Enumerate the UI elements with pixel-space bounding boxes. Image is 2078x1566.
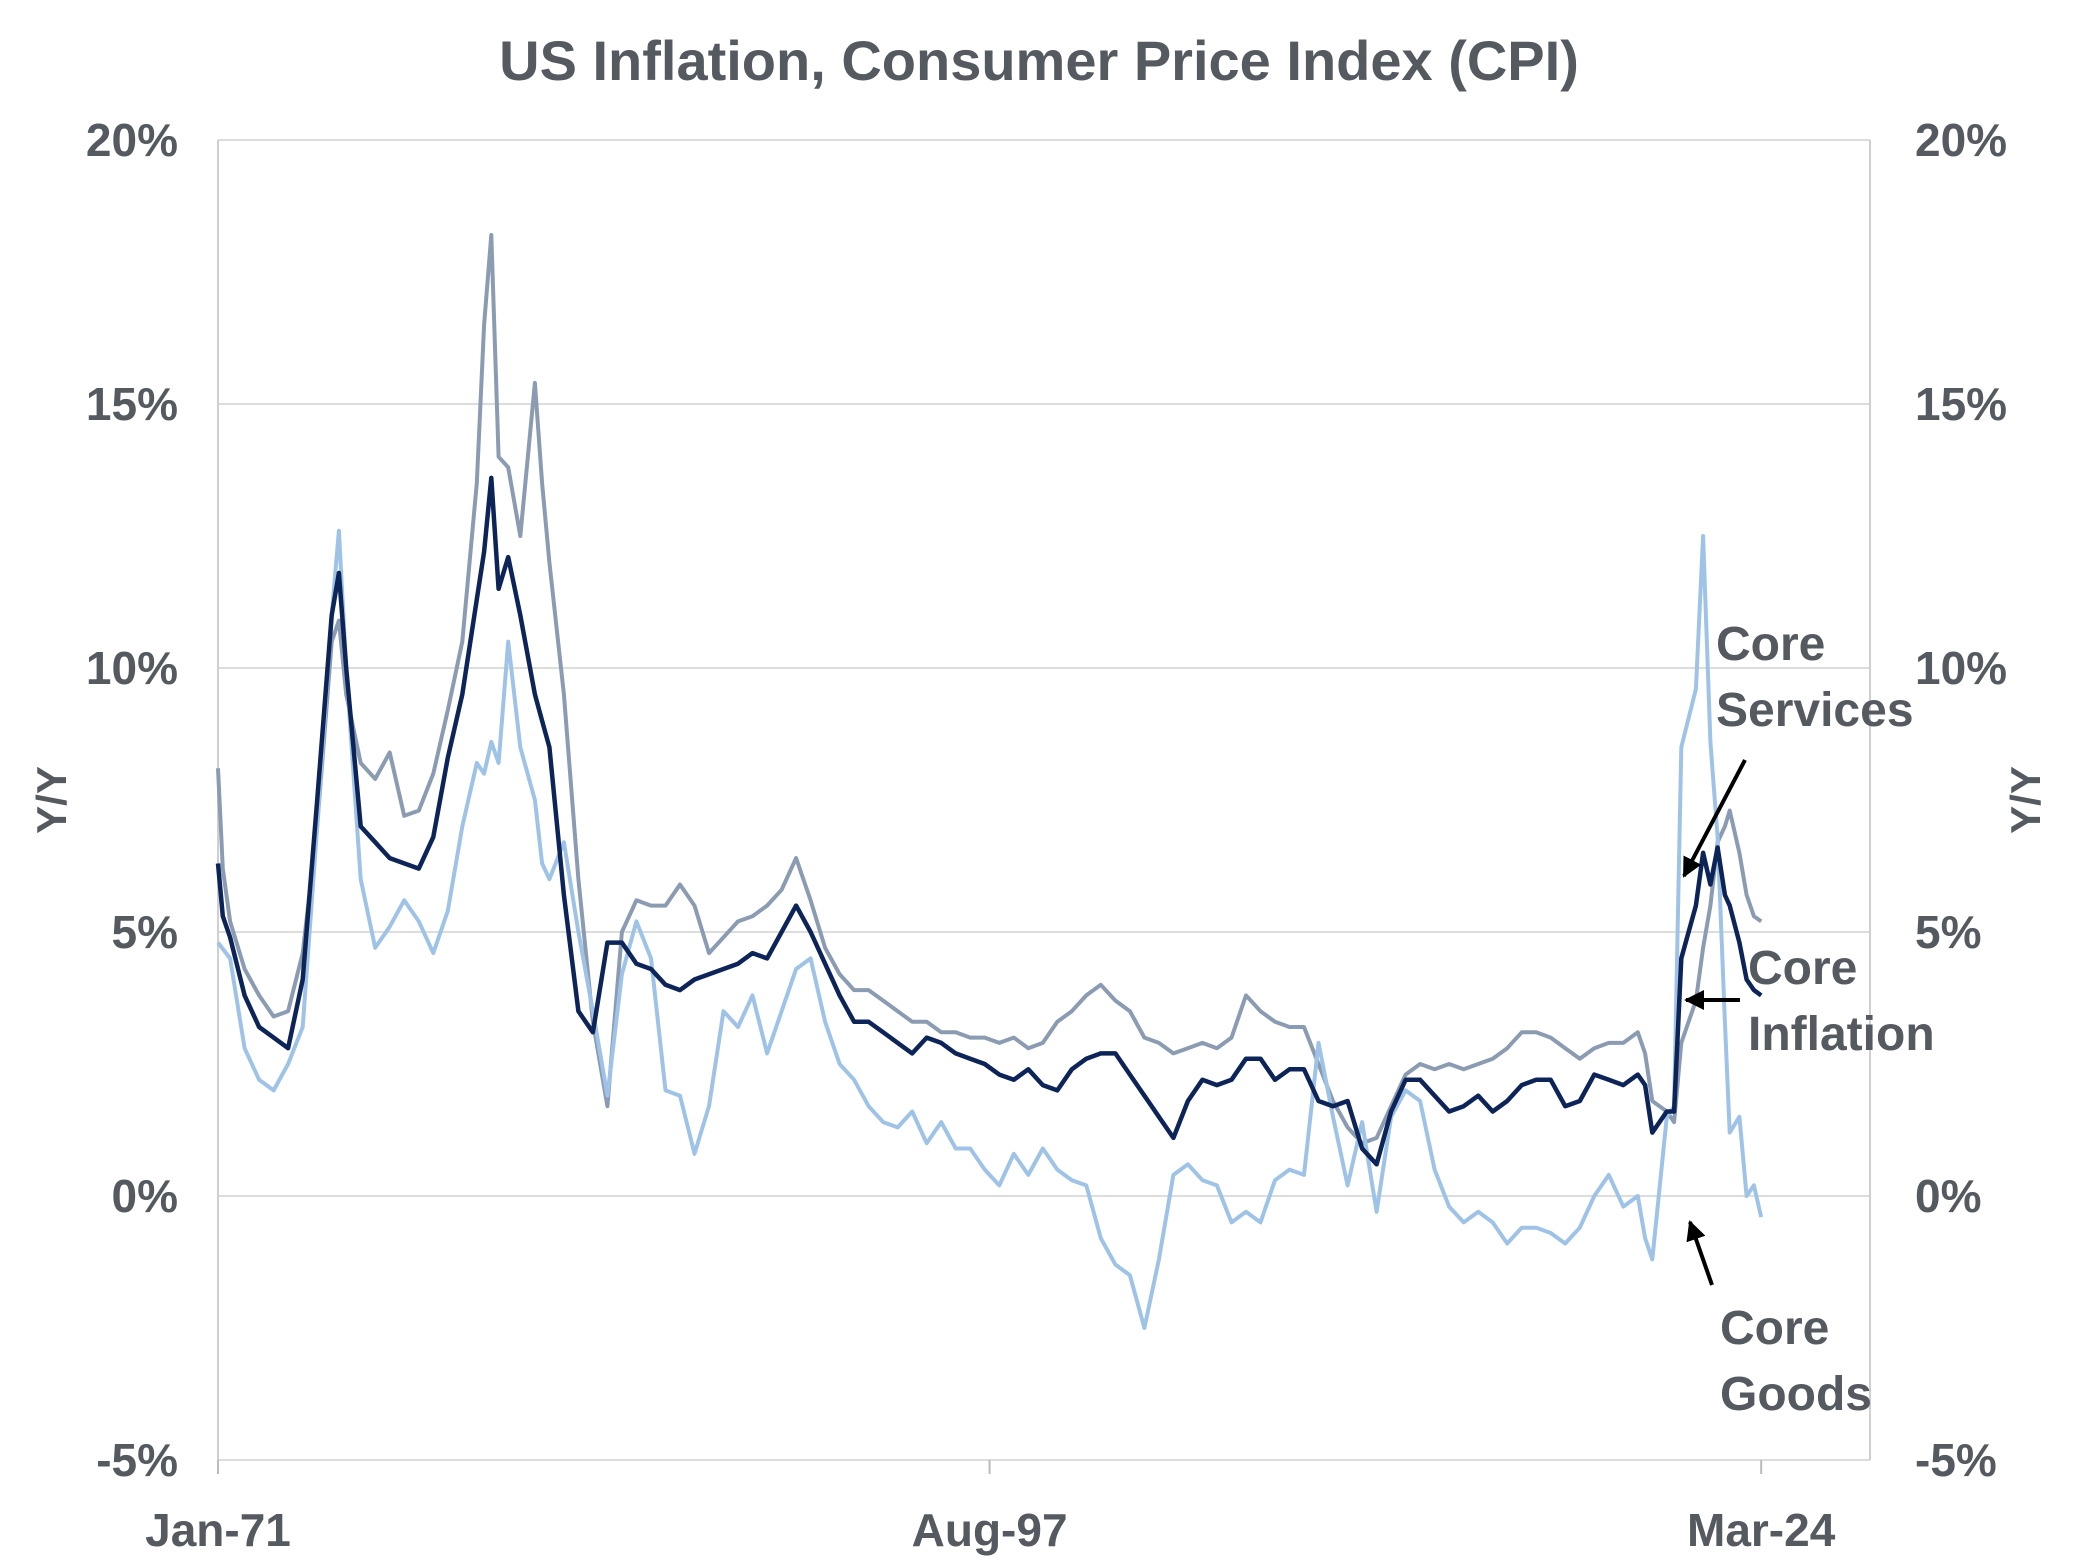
annotation-line: Core <box>1716 618 1825 671</box>
y-tick-label-right: 15% <box>1915 378 2007 430</box>
y-tick-label-left: 20% <box>86 114 178 166</box>
annotation-line: Core <box>1720 1302 1829 1355</box>
y-tick-label-right: 5% <box>1915 906 1981 958</box>
y-axis-title-left: Y/Y <box>28 766 75 834</box>
gridlines <box>218 139 1870 1461</box>
series-line-core-services <box>216 233 1763 1146</box>
annotation-line: Core <box>1748 942 1857 995</box>
annotation-line: Services <box>1716 684 1914 737</box>
annotation-line: Goods <box>1720 1368 1872 1421</box>
annotation-core-services: Core Services <box>1716 618 1914 737</box>
y-tick-label-left: 15% <box>86 378 178 430</box>
axes: -5% -5% 0% 0% 5% 5% 10% 10% 15% 15% 20% 20% Jan-71 Au… <box>28 114 2049 1556</box>
x-tick-label: Jan-71 <box>145 1504 291 1556</box>
annotation-core-inflation: Core Inflation <box>1748 942 1935 1061</box>
series-line-core-inflation <box>215 475 1763 1167</box>
chart-title: US Inflation, Consumer Price Index (CPI) <box>499 29 1579 92</box>
y-tick-label-left: -5% <box>96 1434 178 1486</box>
annotation-core-goods: Core Goods <box>1720 1302 1872 1421</box>
annotation-arrow <box>1682 759 1747 878</box>
x-tick-label: Aug-97 <box>912 1504 1068 1556</box>
y-tick-label-right: 20% <box>1915 114 2007 166</box>
annotations: Core Services Core Inflation Core Goods <box>1682 618 1935 1421</box>
annotation-line: Inflation <box>1748 1008 1935 1061</box>
y-tick-label-left: 5% <box>112 906 178 958</box>
y-tick-label-right: 0% <box>1915 1170 1981 1222</box>
x-tick-label: Mar-24 <box>1687 1504 1836 1556</box>
series-layer <box>215 233 1764 1330</box>
annotation-arrow <box>1686 1220 1714 1286</box>
y-axis-title-right: Y/Y <box>2002 766 2049 834</box>
y-tick-label-left: 0% <box>112 1170 178 1222</box>
y-tick-label-right: 10% <box>1915 642 2007 694</box>
y-tick-label-right: -5% <box>1915 1434 1997 1486</box>
y-tick-label-left: 10% <box>86 642 178 694</box>
series-line-core-goods <box>216 528 1764 1330</box>
